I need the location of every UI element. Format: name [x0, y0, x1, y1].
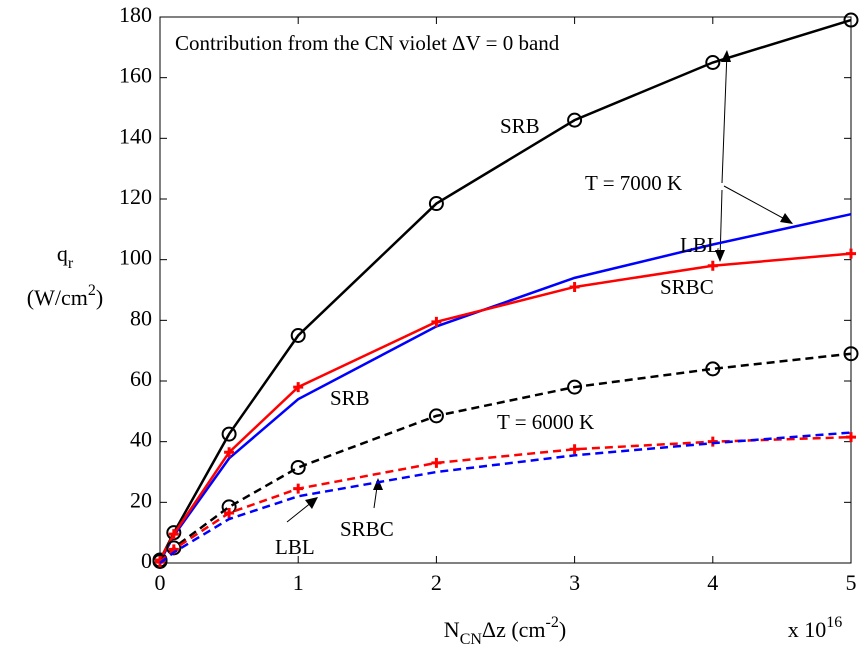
marker: [168, 529, 179, 540]
x-axis-label-part: -2: [546, 614, 559, 631]
y-axis-label-part: ): [96, 285, 103, 310]
x-tick-label: 0: [155, 570, 166, 595]
marker: [846, 248, 856, 259]
marker: [224, 447, 235, 458]
x-axis-label: NCNΔz (cm-2): [444, 614, 566, 648]
y-tick-label: 120: [119, 184, 152, 209]
series-label: SRB: [500, 114, 540, 138]
plot-frame: [159, 16, 852, 564]
x-multiplier: x 1016: [788, 614, 843, 642]
marker: [290, 328, 306, 343]
marker: [567, 379, 583, 395]
marker: [428, 408, 444, 424]
x-multiplier-part: x 10: [788, 617, 827, 642]
y-axis-label-part: (W/cm: [27, 285, 88, 310]
y-tick-label: 140: [119, 123, 152, 148]
y-tick-label: 100: [119, 245, 152, 270]
y-tick-label: 160: [119, 63, 152, 88]
y-tick-label: 40: [130, 427, 152, 452]
marker: [152, 553, 168, 569]
y-axis-label: (W/cm2): [27, 282, 103, 310]
series-line: [159, 435, 852, 564]
annotation: T = 7000 K: [585, 171, 682, 195]
marker: [569, 281, 580, 292]
marker: [707, 436, 718, 447]
marker: [846, 432, 856, 443]
marker: [705, 55, 721, 70]
x-axis-label-part: ): [559, 617, 566, 642]
x-axis-label-part: Δz (cm: [482, 617, 546, 642]
marker: [431, 457, 442, 468]
y-tick-label: 60: [130, 366, 152, 391]
arrows: [286, 50, 793, 523]
marker: [428, 196, 444, 212]
series-line: [159, 352, 852, 563]
marker: [293, 483, 304, 494]
series-label: LBL: [680, 233, 720, 257]
marker: [431, 316, 442, 327]
marker: [293, 382, 304, 393]
series-line: [158, 18, 852, 561]
series-label: SRBC: [340, 517, 394, 541]
marker: [567, 112, 583, 128]
y-tick-label: 0: [141, 548, 152, 573]
annotation: Contribution from the CN violet ΔV = 0 b…: [175, 31, 560, 55]
x-tick-label: 3: [569, 570, 580, 595]
y-axis-label-part: q: [57, 241, 68, 266]
y-axis-label-part: r: [68, 255, 74, 272]
x-tick-label: 4: [707, 570, 718, 595]
marker: [705, 361, 721, 377]
marker: [569, 444, 580, 455]
y-tick-label: 80: [130, 305, 152, 330]
x-multiplier-part: 16: [826, 614, 842, 631]
series-line: [158, 212, 852, 563]
series-label: LBL: [275, 535, 315, 559]
marker: [843, 12, 859, 28]
x-tick-label: 2: [431, 570, 442, 595]
y-tick-label: 180: [119, 2, 152, 27]
series-line: [159, 431, 852, 564]
marker: [221, 426, 237, 442]
x-tick-label: 5: [846, 570, 857, 595]
series-label: SRB: [330, 386, 370, 410]
marker: [290, 459, 306, 475]
y-axis-label-part: 2: [88, 282, 96, 299]
marker: [224, 507, 235, 518]
y-axis-label: qr: [57, 241, 74, 272]
marker: [843, 346, 859, 362]
y-tick-label: 20: [130, 487, 152, 512]
marker: [707, 260, 718, 271]
annotation: T = 6000 K: [497, 410, 594, 434]
x-axis-label-part: CN: [460, 631, 483, 648]
x-tick-label: 1: [293, 570, 304, 595]
x-axis-label-part: N: [444, 617, 460, 642]
series-label: SRBC: [660, 275, 714, 299]
series-line: [158, 252, 852, 561]
